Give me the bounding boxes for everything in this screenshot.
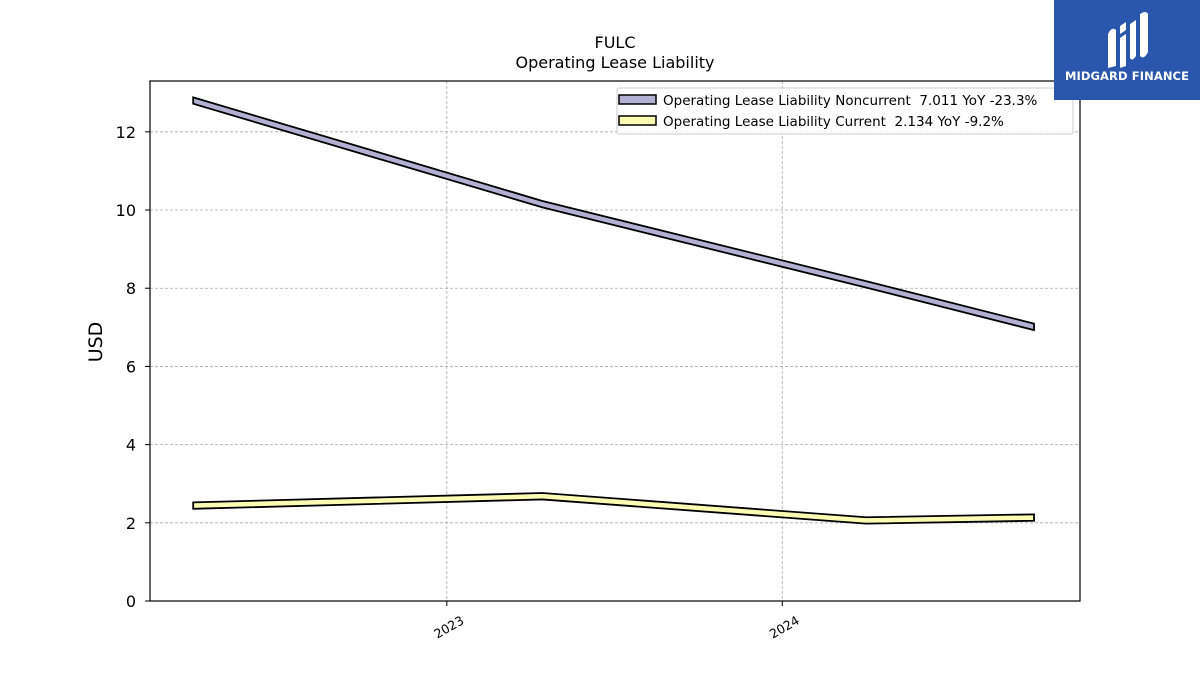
brand-logo: MIDGARD FINANCE bbox=[1054, 0, 1200, 100]
series-current-line bbox=[192, 492, 1035, 525]
x-tick-label: 2023 bbox=[431, 613, 466, 642]
plot-frame bbox=[149, 80, 1081, 602]
midgard-m-icon bbox=[1108, 12, 1148, 69]
legend-box bbox=[616, 87, 1074, 135]
chart-title: FULC bbox=[595, 33, 636, 52]
legend: Operating Lease Liability Noncurrent 7.0… bbox=[616, 87, 1074, 135]
y-tick-label: 2 bbox=[126, 514, 136, 533]
y-tick-label: 0 bbox=[126, 592, 136, 611]
chart-subtitle: Operating Lease Liability bbox=[515, 53, 714, 72]
y-tick-label: 12 bbox=[116, 123, 136, 142]
series-layer bbox=[192, 96, 1035, 525]
y-tick-label: 6 bbox=[126, 357, 136, 376]
legend-label-noncurrent: Operating Lease Liability Noncurrent 7.0… bbox=[663, 93, 1038, 109]
brand-name: MIDGARD FINANCE bbox=[1064, 69, 1190, 83]
legend-label-current: Operating Lease Liability Current 2.134 … bbox=[663, 114, 1004, 130]
y-tick-label: 4 bbox=[126, 436, 136, 455]
y-tick-label: 8 bbox=[126, 279, 136, 298]
legend-swatch-current bbox=[618, 115, 657, 126]
series-noncurrent-line bbox=[192, 96, 1035, 332]
legend-swatch-noncurrent bbox=[618, 94, 657, 105]
x-tick-label: 2024 bbox=[767, 613, 802, 642]
y-axis-label: USD bbox=[85, 322, 107, 363]
axes: 0 2 4 6 8 10 12 2023 2024 bbox=[116, 123, 802, 642]
y-tick-label: 10 bbox=[116, 201, 136, 220]
